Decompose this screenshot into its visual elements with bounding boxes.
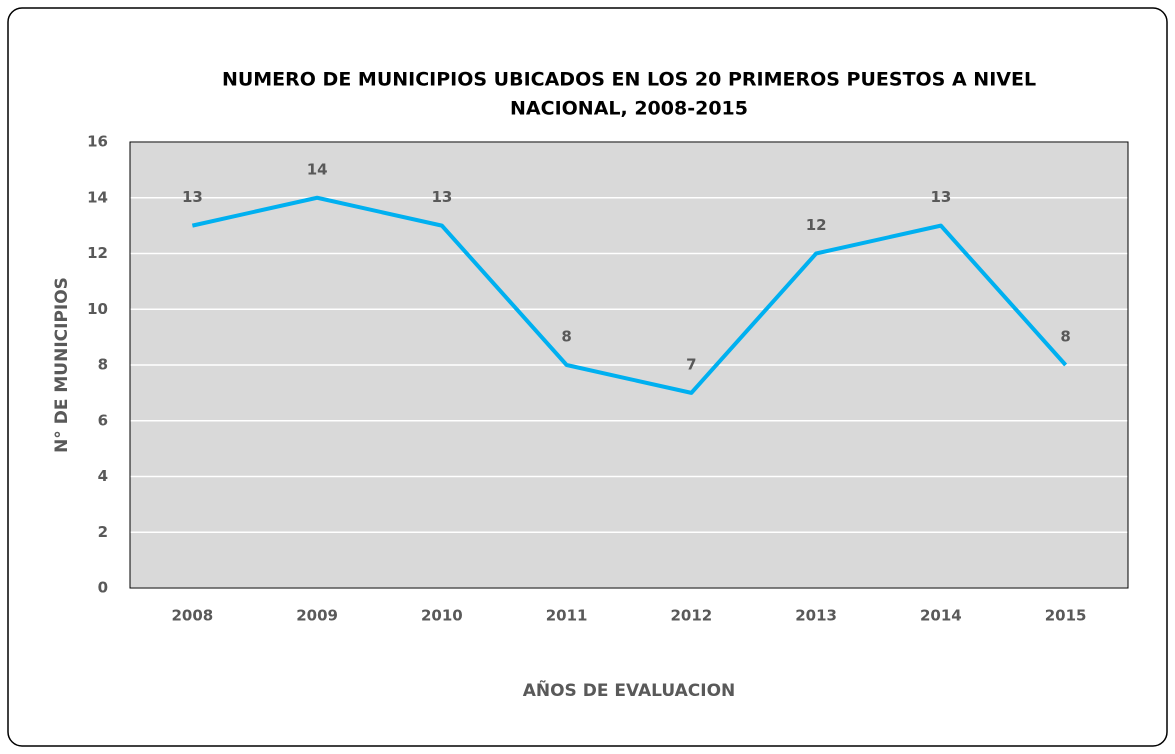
- x-tick-label: 2008: [172, 607, 214, 625]
- y-tick-label: 10: [87, 300, 108, 318]
- y-tick-label: 16: [87, 133, 108, 151]
- y-tick-label: 2: [98, 523, 108, 541]
- chart-title: NUMERO DE MUNICIPIOS UBICADOS EN LOS 20 …: [222, 69, 1036, 91]
- data-line: [191, 195, 1068, 395]
- data-label: 14: [307, 160, 328, 178]
- y-tick-label: 14: [87, 188, 108, 206]
- data-label: 13: [182, 188, 203, 206]
- y-tick-label: 4: [98, 467, 108, 485]
- y-tick-label: 8: [98, 356, 108, 374]
- x-tick-label: 2015: [1045, 607, 1087, 625]
- data-label: 13: [431, 188, 452, 206]
- x-tick-label: 2009: [296, 607, 338, 625]
- data-label: 8: [1060, 328, 1070, 346]
- x-tick-label: 2012: [671, 607, 713, 625]
- chart-title: NACIONAL, 2008-2015: [510, 98, 748, 120]
- x-tick-label: 2010: [421, 607, 463, 625]
- y-tick-label: 12: [87, 244, 108, 262]
- y-tick-label: 6: [98, 411, 108, 429]
- x-tick-label: 2013: [795, 607, 837, 625]
- data-label: 13: [930, 188, 951, 206]
- x-axis-title: AÑOS DE EVALUACION: [523, 678, 736, 701]
- y-tick-label: 0: [98, 579, 108, 597]
- x-tick-label: 2011: [546, 607, 588, 625]
- data-label: 7: [686, 355, 696, 373]
- data-label: 12: [806, 216, 827, 234]
- data-label: 8: [561, 328, 571, 346]
- plot-border: [129, 141, 1129, 589]
- x-tick-label: 2014: [920, 607, 962, 625]
- y-axis-title: N° DE MUNICIPIOS: [52, 277, 72, 453]
